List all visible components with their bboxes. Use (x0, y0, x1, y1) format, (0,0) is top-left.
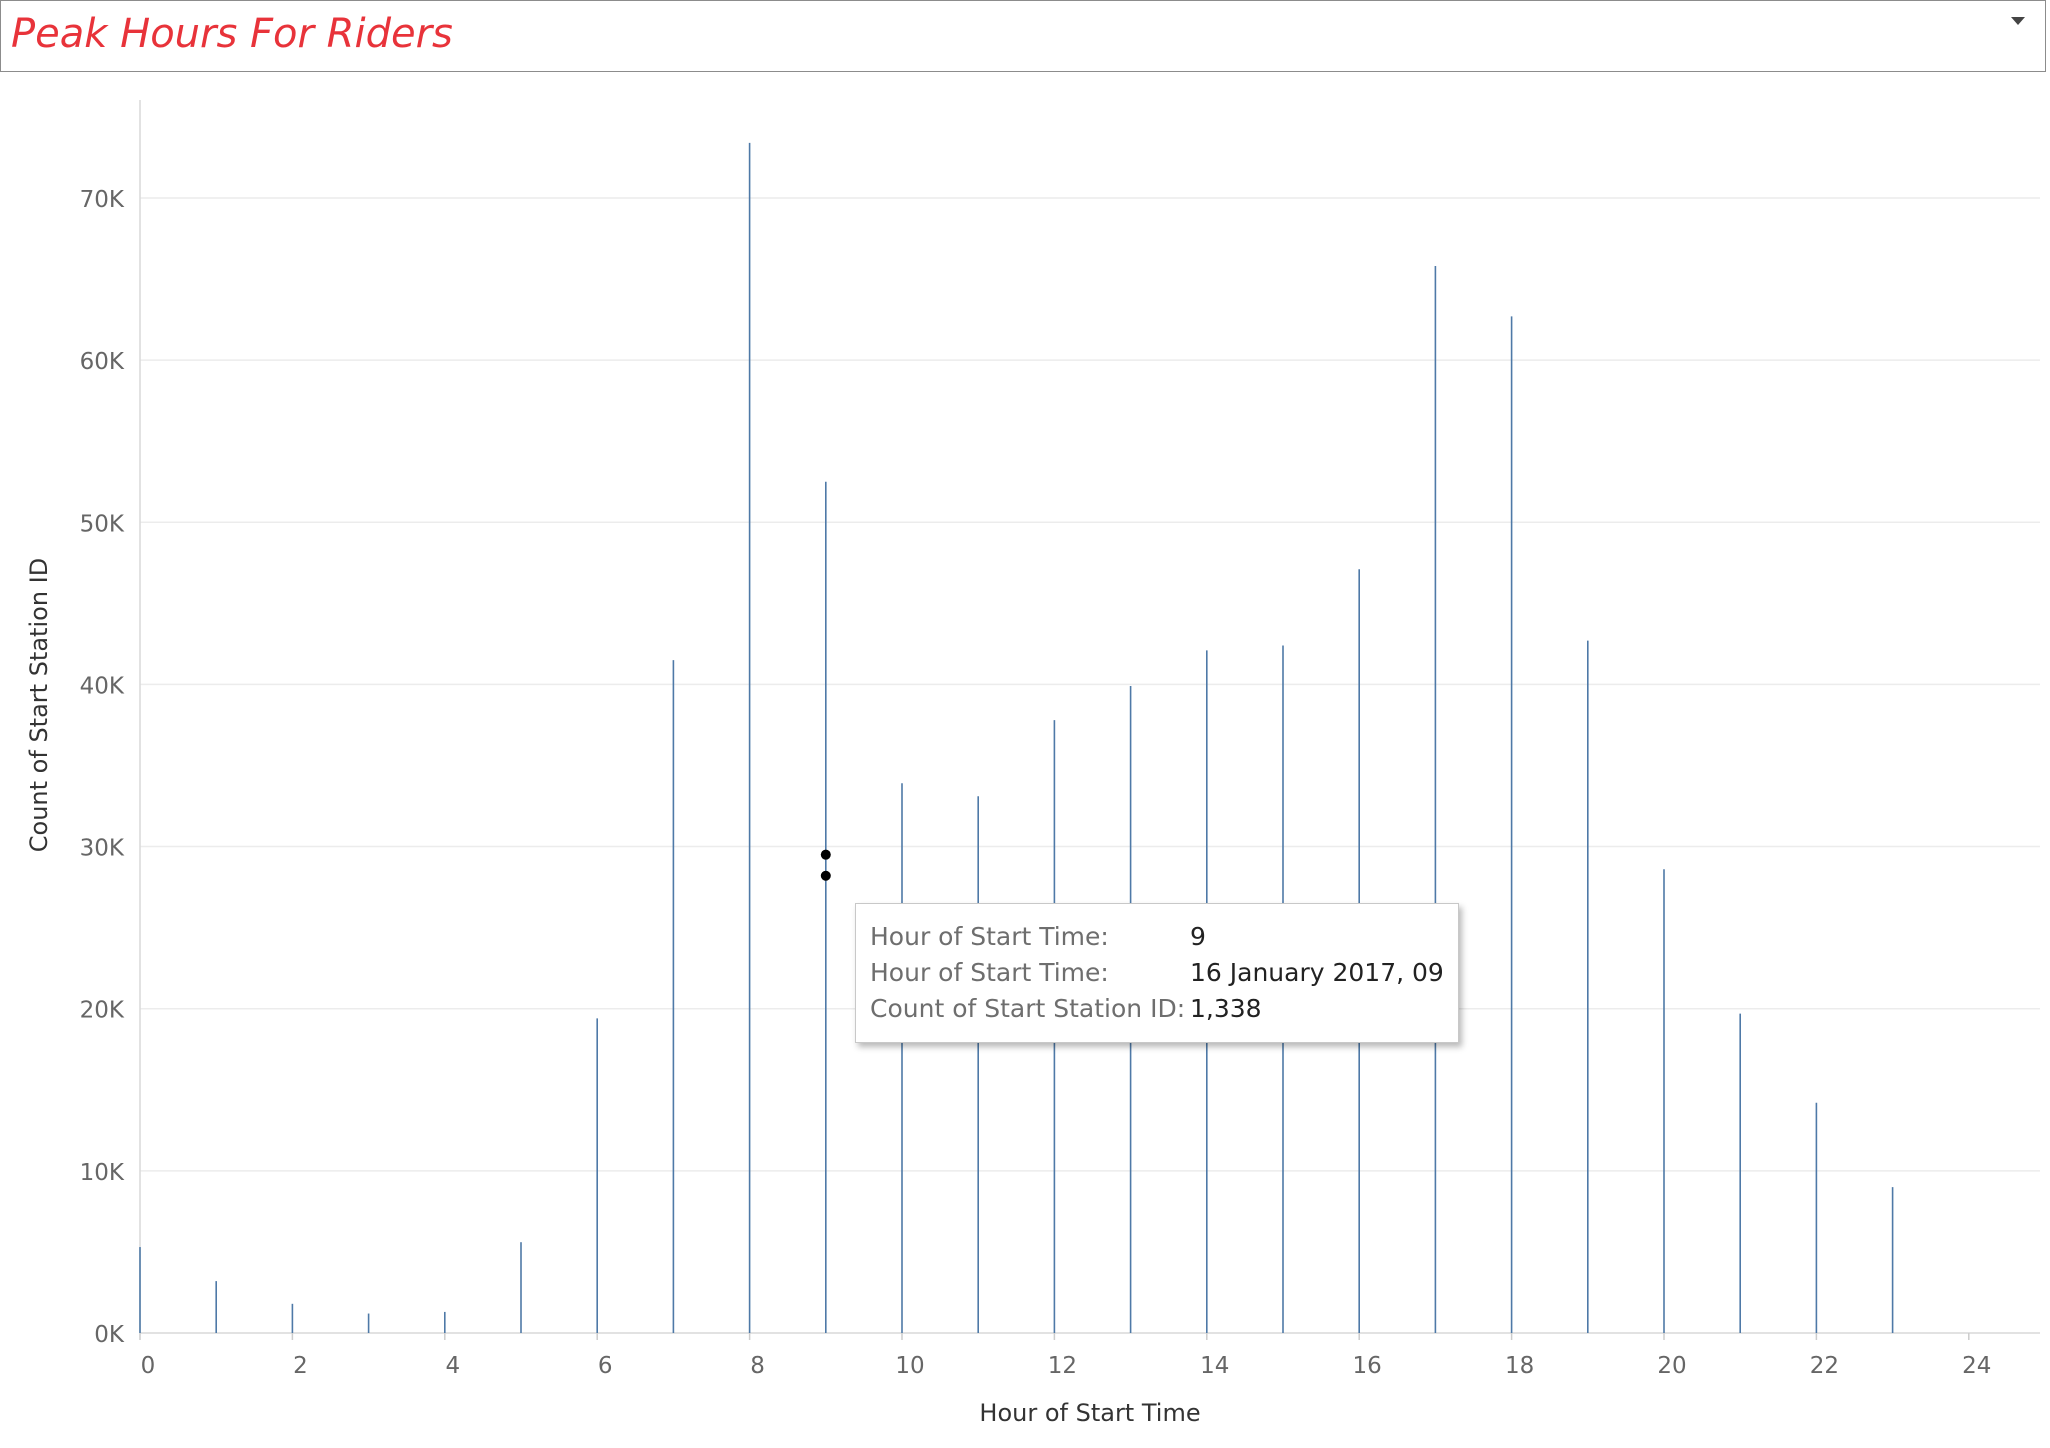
title-bar: Peak Hours For Riders (0, 0, 2046, 72)
y-axis-title: Count of Start Station ID (25, 558, 53, 852)
y-tick-label: 0K (94, 1322, 125, 1348)
y-tick-label: 70K (80, 187, 125, 213)
tooltip-value: 1,338 (1190, 994, 1262, 1023)
tooltip-label: Count of Start Station ID: (870, 994, 1186, 1023)
x-tick-label: 2 (293, 1353, 308, 1379)
highlight-point[interactable] (820, 849, 831, 860)
x-tick-label: 14 (1200, 1353, 1229, 1379)
tooltip: Hour of Start Time: 9 Hour of Start Time… (855, 903, 1459, 1043)
y-tick-label: 50K (80, 511, 125, 537)
x-tick-label: 4 (445, 1353, 460, 1379)
x-tick-label: 8 (750, 1353, 765, 1379)
gridlines (140, 197, 2040, 1172)
x-tick-label: 20 (1657, 1353, 1686, 1379)
page-title: Peak Hours For Riders (11, 11, 453, 57)
tooltip-value: 16 January 2017, 09 (1190, 958, 1444, 987)
y-tick-label: 20K (80, 998, 125, 1024)
x-tick-label: 18 (1505, 1353, 1534, 1379)
x-tick-label: 16 (1353, 1353, 1382, 1379)
x-tick-label: 10 (895, 1353, 924, 1379)
chevron-down-icon[interactable] (2011, 17, 2025, 25)
y-tick-label: 40K (80, 673, 125, 699)
x-tick-label: 24 (1962, 1353, 1991, 1379)
bars (139, 142, 1894, 1333)
y-tick-labels: 0K 10K 20K 30K 40K 50K 60K 70K (80, 187, 125, 1348)
x-tick-label: 0 (141, 1353, 156, 1379)
y-tick-label: 60K (80, 349, 125, 375)
axes (139, 100, 2040, 1340)
x-tick-labels: 0 2 4 6 8 10 12 14 16 18 20 22 24 (141, 1353, 1992, 1379)
highlight-points (820, 849, 831, 881)
x-tick-label: 12 (1048, 1353, 1077, 1379)
tooltip-value: 9 (1190, 922, 1206, 951)
tooltip-label: Hour of Start Time: (870, 922, 1109, 951)
y-tick-label: 30K (80, 836, 125, 862)
x-tick-label: 22 (1810, 1353, 1839, 1379)
y-tick-label: 10K (80, 1160, 125, 1186)
x-tick-label: 6 (598, 1353, 613, 1379)
tooltip-label: Hour of Start Time: (870, 958, 1109, 987)
highlight-point[interactable] (820, 870, 831, 881)
x-axis-title: Hour of Start Time (979, 1399, 1200, 1427)
